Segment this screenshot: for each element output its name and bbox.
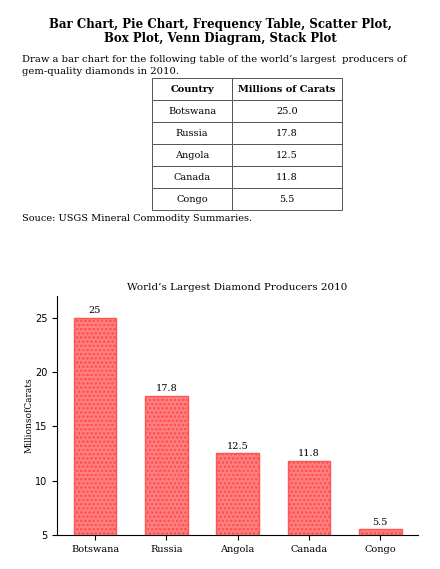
- Bar: [152, 100, 232, 122]
- Bar: [359, 529, 402, 569]
- Y-axis label: MillionsofCarats: MillionsofCarats: [25, 378, 33, 453]
- Text: 17.8: 17.8: [276, 129, 298, 138]
- Text: gem-quality diamonds in 2010.: gem-quality diamonds in 2010.: [22, 67, 179, 76]
- Text: Congo: Congo: [176, 195, 208, 204]
- Bar: [232, 122, 342, 144]
- Bar: [287, 461, 330, 569]
- Text: 11.8: 11.8: [276, 172, 298, 182]
- Bar: [232, 100, 342, 122]
- Text: Draw a bar chart for the following table of the world’s largest  producers of: Draw a bar chart for the following table…: [22, 55, 407, 64]
- Bar: [145, 396, 188, 569]
- Text: 5.5: 5.5: [373, 518, 388, 527]
- Title: World’s Largest Diamond Producers 2010: World’s Largest Diamond Producers 2010: [128, 283, 348, 292]
- Bar: [152, 188, 232, 210]
- Text: 5.5: 5.5: [279, 195, 295, 204]
- Bar: [232, 144, 342, 166]
- Bar: [232, 166, 342, 188]
- Text: Russia: Russia: [176, 129, 208, 138]
- Text: Box Plot, Venn Diagram, Stack Plot: Box Plot, Venn Diagram, Stack Plot: [104, 32, 336, 45]
- Text: 12.5: 12.5: [276, 151, 298, 159]
- Text: Angola: Angola: [175, 151, 209, 159]
- Text: 12.5: 12.5: [227, 442, 249, 451]
- Bar: [152, 122, 232, 144]
- Text: Bar Chart, Pie Chart, Frequency Table, Scatter Plot,: Bar Chart, Pie Chart, Frequency Table, S…: [48, 18, 392, 31]
- Text: Canada: Canada: [173, 172, 211, 182]
- Bar: [216, 453, 259, 569]
- Text: 17.8: 17.8: [155, 384, 177, 393]
- Bar: [152, 144, 232, 166]
- Bar: [152, 78, 232, 100]
- Text: Millions of Carats: Millions of Carats: [238, 85, 336, 93]
- Text: 25.0: 25.0: [276, 106, 298, 116]
- Bar: [73, 318, 117, 569]
- Text: Country: Country: [170, 85, 214, 93]
- Text: 25: 25: [89, 306, 101, 315]
- Text: Botswana: Botswana: [168, 106, 216, 116]
- Text: Souce: USGS Mineral Commodity Summaries.: Souce: USGS Mineral Commodity Summaries.: [22, 214, 252, 223]
- Text: 11.8: 11.8: [298, 450, 320, 458]
- Bar: [232, 188, 342, 210]
- Bar: [152, 166, 232, 188]
- Bar: [232, 78, 342, 100]
